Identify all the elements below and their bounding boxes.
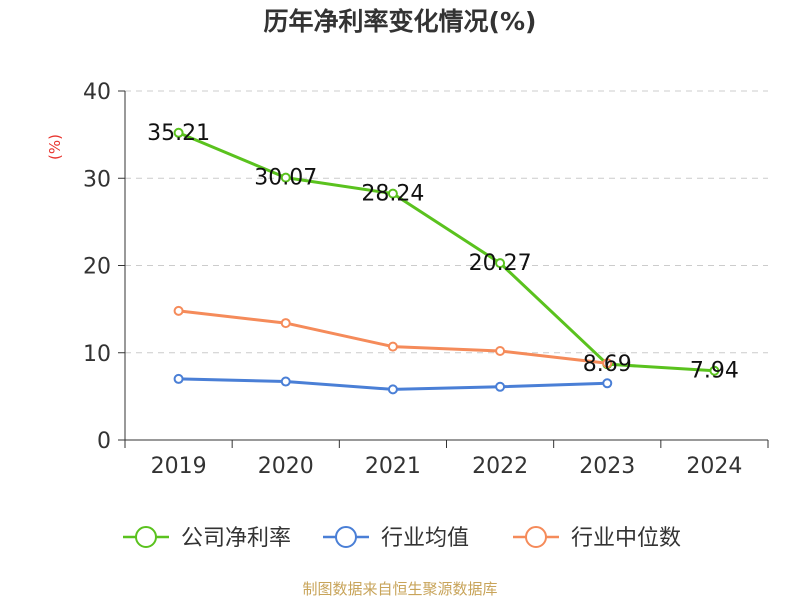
legend: 公司净利率 行业均值 行业中位数 <box>123 526 681 551</box>
series-line-2 <box>178 309 608 365</box>
x-tick-label: 2024 <box>686 454 742 479</box>
data-point <box>387 188 398 199</box>
data-label: 20.27 <box>469 251 532 276</box>
data-point <box>280 376 291 387</box>
data-point <box>602 358 613 369</box>
legend-marker <box>135 526 157 548</box>
legend-label: 公司净利率 <box>181 526 291 551</box>
data-label: 28.24 <box>361 182 424 207</box>
source-note: 制图数据来自恒生聚源数据库 <box>302 580 498 598</box>
data-point <box>602 378 613 389</box>
legend-item: 行业均值 <box>323 526 469 551</box>
chart-title: 历年净利率变化情况(%) <box>263 7 537 36</box>
data-point <box>173 305 184 316</box>
grid-layer <box>125 90 768 354</box>
legend-marker <box>525 526 547 548</box>
data-label: 30.07 <box>254 166 317 191</box>
y-tick-label: 10 <box>83 342 111 367</box>
data-point <box>495 381 506 392</box>
x-tick-label: 2021 <box>365 454 421 479</box>
x-tick-label: 2023 <box>579 454 635 479</box>
y-tick-label: 40 <box>83 80 111 105</box>
data-label: 35.21 <box>147 121 210 146</box>
axis-layer: 0 10 20 30 40 2019 2020 2021 2022 2023 2024 <box>83 80 769 479</box>
legend-label: 行业均值 <box>381 526 469 551</box>
data-label-layer: 35.21 30.07 28.24 20.27 8.69 7.94 <box>147 121 739 384</box>
data-point <box>387 341 398 352</box>
series-line-0 <box>178 131 715 373</box>
y-tick-label: 0 <box>97 429 111 454</box>
data-label: 7.94 <box>690 359 739 384</box>
data-point <box>495 258 506 269</box>
x-tick-label: 2020 <box>258 454 314 479</box>
y-tick-label: 20 <box>83 255 111 280</box>
data-point <box>280 172 291 183</box>
legend-marker <box>335 526 357 548</box>
data-label: 8.69 <box>583 352 632 377</box>
y-tick-label: 30 <box>83 167 111 192</box>
data-point <box>173 373 184 384</box>
legend-label: 行业中位数 <box>571 526 681 551</box>
data-point <box>495 346 506 357</box>
data-point <box>387 384 398 395</box>
legend-item: 行业中位数 <box>513 526 681 551</box>
legend-item: 公司净利率 <box>123 526 291 551</box>
data-point <box>173 127 184 138</box>
series-layer <box>173 127 720 395</box>
data-point <box>709 365 720 376</box>
x-tick-label: 2019 <box>151 454 207 479</box>
x-tick-label: 2022 <box>472 454 528 479</box>
data-point <box>280 318 291 329</box>
